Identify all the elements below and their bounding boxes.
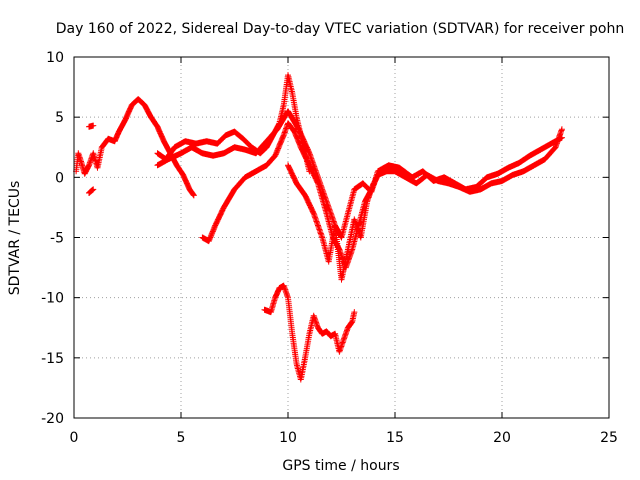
x-tick-label: 10 — [279, 430, 297, 446]
x-axis-ticks: 0 5 10 15 20 25 — [70, 57, 618, 446]
grid-lines — [74, 57, 609, 418]
x-tick-label: 25 — [600, 430, 618, 446]
y-axis-ticks: -20 -15 -10 -5 0 5 10 — [41, 50, 609, 427]
y-tick-label: 10 — [46, 50, 64, 66]
x-axis-label: GPS time / hours — [282, 458, 399, 474]
y-tick-label: -10 — [41, 291, 64, 307]
y-tick-label: -5 — [50, 231, 64, 247]
x-tick-label: 20 — [493, 430, 511, 446]
y-tick-label: -20 — [41, 411, 64, 427]
y-tick-label: -15 — [41, 351, 64, 367]
sdtvar-markers — [73, 72, 565, 383]
x-tick-label: 0 — [70, 430, 79, 446]
x-tick-label: 15 — [386, 430, 404, 446]
x-tick-label: 5 — [177, 430, 186, 446]
chart-title: Day 160 of 2022, Sidereal Day-to-day VTE… — [56, 21, 624, 37]
data-points — [73, 72, 565, 383]
y-axis-label: SDTVAR / TECUs — [7, 181, 23, 296]
y-tick-label: 0 — [55, 170, 64, 186]
y-tick-label: 5 — [55, 110, 64, 126]
